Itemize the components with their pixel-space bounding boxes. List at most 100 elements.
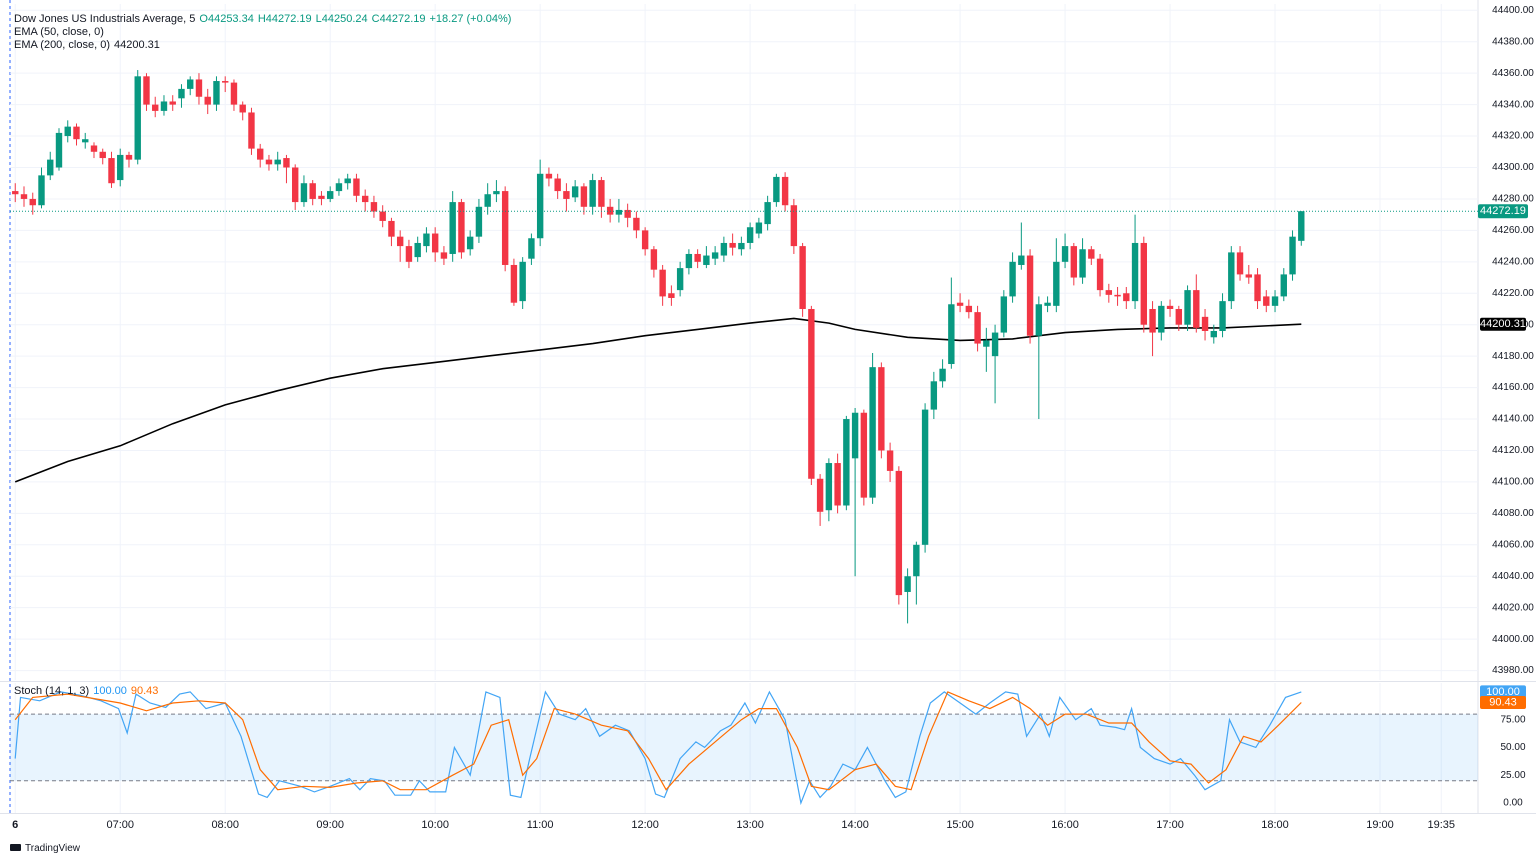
brand-text: TradingView bbox=[25, 843, 81, 854]
stoch-d-value: 90.43 bbox=[130, 685, 159, 697]
candle-body bbox=[1070, 246, 1078, 278]
candle-body bbox=[659, 269, 666, 297]
ohlc-close: C44272.19 bbox=[371, 13, 426, 25]
candle-body bbox=[528, 238, 535, 259]
x-tick-label: 10:00 bbox=[421, 819, 449, 831]
candle-body bbox=[353, 178, 360, 196]
candle-body bbox=[29, 198, 36, 206]
candle-body bbox=[1088, 249, 1095, 259]
candle-body bbox=[641, 230, 649, 250]
candle-body bbox=[711, 252, 719, 259]
candle-body bbox=[55, 132, 63, 168]
candle-body bbox=[423, 233, 430, 247]
candle-body bbox=[458, 202, 465, 253]
candle-body bbox=[904, 576, 911, 592]
header-line: Dow Jones US Industrials Average, 5 O4425… bbox=[14, 13, 515, 25]
candle-body bbox=[878, 367, 885, 451]
x-tick-label: 12:00 bbox=[631, 819, 659, 831]
indicator-legend: EMA (200, close, 0) 44200.31 bbox=[14, 39, 164, 51]
y-tick-label: 44260.00 bbox=[1492, 225, 1534, 236]
y-tick-label: 44140.00 bbox=[1492, 414, 1534, 425]
candle-body bbox=[152, 104, 159, 111]
x-tick-label: 17:00 bbox=[1156, 819, 1184, 831]
candle-body bbox=[318, 195, 325, 199]
candle-body bbox=[1158, 305, 1165, 333]
candle-body bbox=[1210, 330, 1217, 338]
candle-body bbox=[1298, 211, 1305, 241]
candle-body bbox=[248, 112, 255, 149]
x-tick-label: 18:00 bbox=[1261, 819, 1289, 831]
candle-body bbox=[694, 253, 701, 262]
candle-body bbox=[309, 183, 316, 199]
candle-body bbox=[746, 227, 754, 243]
candle-body bbox=[1053, 261, 1060, 306]
last-value-tag bbox=[1480, 685, 1526, 699]
series-line bbox=[14, 317, 1302, 483]
candle-body bbox=[493, 191, 500, 195]
y-tick-label: 44180.00 bbox=[1492, 351, 1534, 362]
candle-body bbox=[886, 450, 894, 471]
candle-body bbox=[440, 252, 448, 259]
candle-body bbox=[1236, 252, 1244, 275]
candle-body bbox=[265, 159, 273, 165]
candle-body bbox=[589, 180, 596, 207]
candle-body bbox=[1219, 301, 1226, 331]
candle-body bbox=[624, 209, 631, 218]
candle-body bbox=[38, 175, 45, 206]
candle-body bbox=[773, 176, 780, 203]
candle-body bbox=[204, 96, 211, 105]
candle-body bbox=[1096, 258, 1104, 291]
candle-body bbox=[283, 158, 290, 168]
last-value-tag bbox=[1480, 317, 1526, 331]
candle-body bbox=[790, 205, 798, 247]
candle-body bbox=[501, 191, 509, 265]
candle-body bbox=[1114, 294, 1121, 297]
candle-body bbox=[1289, 236, 1296, 275]
indicator-legend: EMA (50, close, 0) bbox=[14, 26, 108, 38]
candle-body bbox=[685, 253, 693, 269]
candle-body bbox=[991, 332, 999, 357]
candle-body bbox=[676, 268, 684, 291]
ohlc-high: H44272.19 bbox=[257, 13, 312, 25]
candle-body bbox=[335, 183, 343, 192]
candle-body bbox=[869, 367, 876, 498]
x-tick-label: 09:00 bbox=[316, 819, 344, 831]
candle-body bbox=[536, 173, 544, 239]
stoch-label: Stoch (14, 1, 3) bbox=[14, 685, 90, 697]
y-tick-label: 44280.00 bbox=[1492, 194, 1534, 205]
candle-body bbox=[703, 255, 710, 265]
candle-body bbox=[405, 246, 413, 262]
candle-body bbox=[921, 409, 929, 545]
candle-body bbox=[974, 312, 981, 344]
y-tick-label: 44020.00 bbox=[1492, 602, 1534, 613]
candle-body bbox=[571, 186, 579, 198]
stoch-legend: Stoch (14, 1, 3) 100.00 90.43 bbox=[14, 685, 162, 697]
last-price-tag bbox=[1478, 204, 1528, 219]
candle-body bbox=[361, 195, 369, 203]
y-tick-label: 25.00 bbox=[1500, 770, 1525, 781]
candle-body bbox=[1061, 246, 1069, 262]
y-tick-label: 44100.00 bbox=[1492, 477, 1534, 488]
candle-body bbox=[99, 151, 106, 159]
candle-body bbox=[1263, 296, 1270, 306]
candle-body bbox=[257, 148, 264, 160]
y-tick-label: 44320.00 bbox=[1492, 131, 1534, 142]
y-tick-label: 75.00 bbox=[1500, 714, 1525, 725]
y-tick-label: 44400.00 bbox=[1492, 5, 1534, 16]
candle-body bbox=[230, 82, 238, 105]
candle-body bbox=[808, 308, 815, 479]
series-line bbox=[14, 690, 1302, 806]
candle-body bbox=[1140, 242, 1148, 325]
candle-body bbox=[475, 206, 483, 237]
candle-body bbox=[755, 222, 763, 234]
y-tick-label: 44340.00 bbox=[1492, 99, 1534, 110]
candle-body bbox=[1149, 308, 1156, 333]
y-tick-label: 44360.00 bbox=[1492, 68, 1534, 79]
candle-body bbox=[633, 217, 640, 231]
candle-body bbox=[117, 154, 124, 181]
candle-body bbox=[82, 139, 89, 143]
candle-body bbox=[650, 249, 658, 270]
candle-body bbox=[1026, 255, 1034, 336]
